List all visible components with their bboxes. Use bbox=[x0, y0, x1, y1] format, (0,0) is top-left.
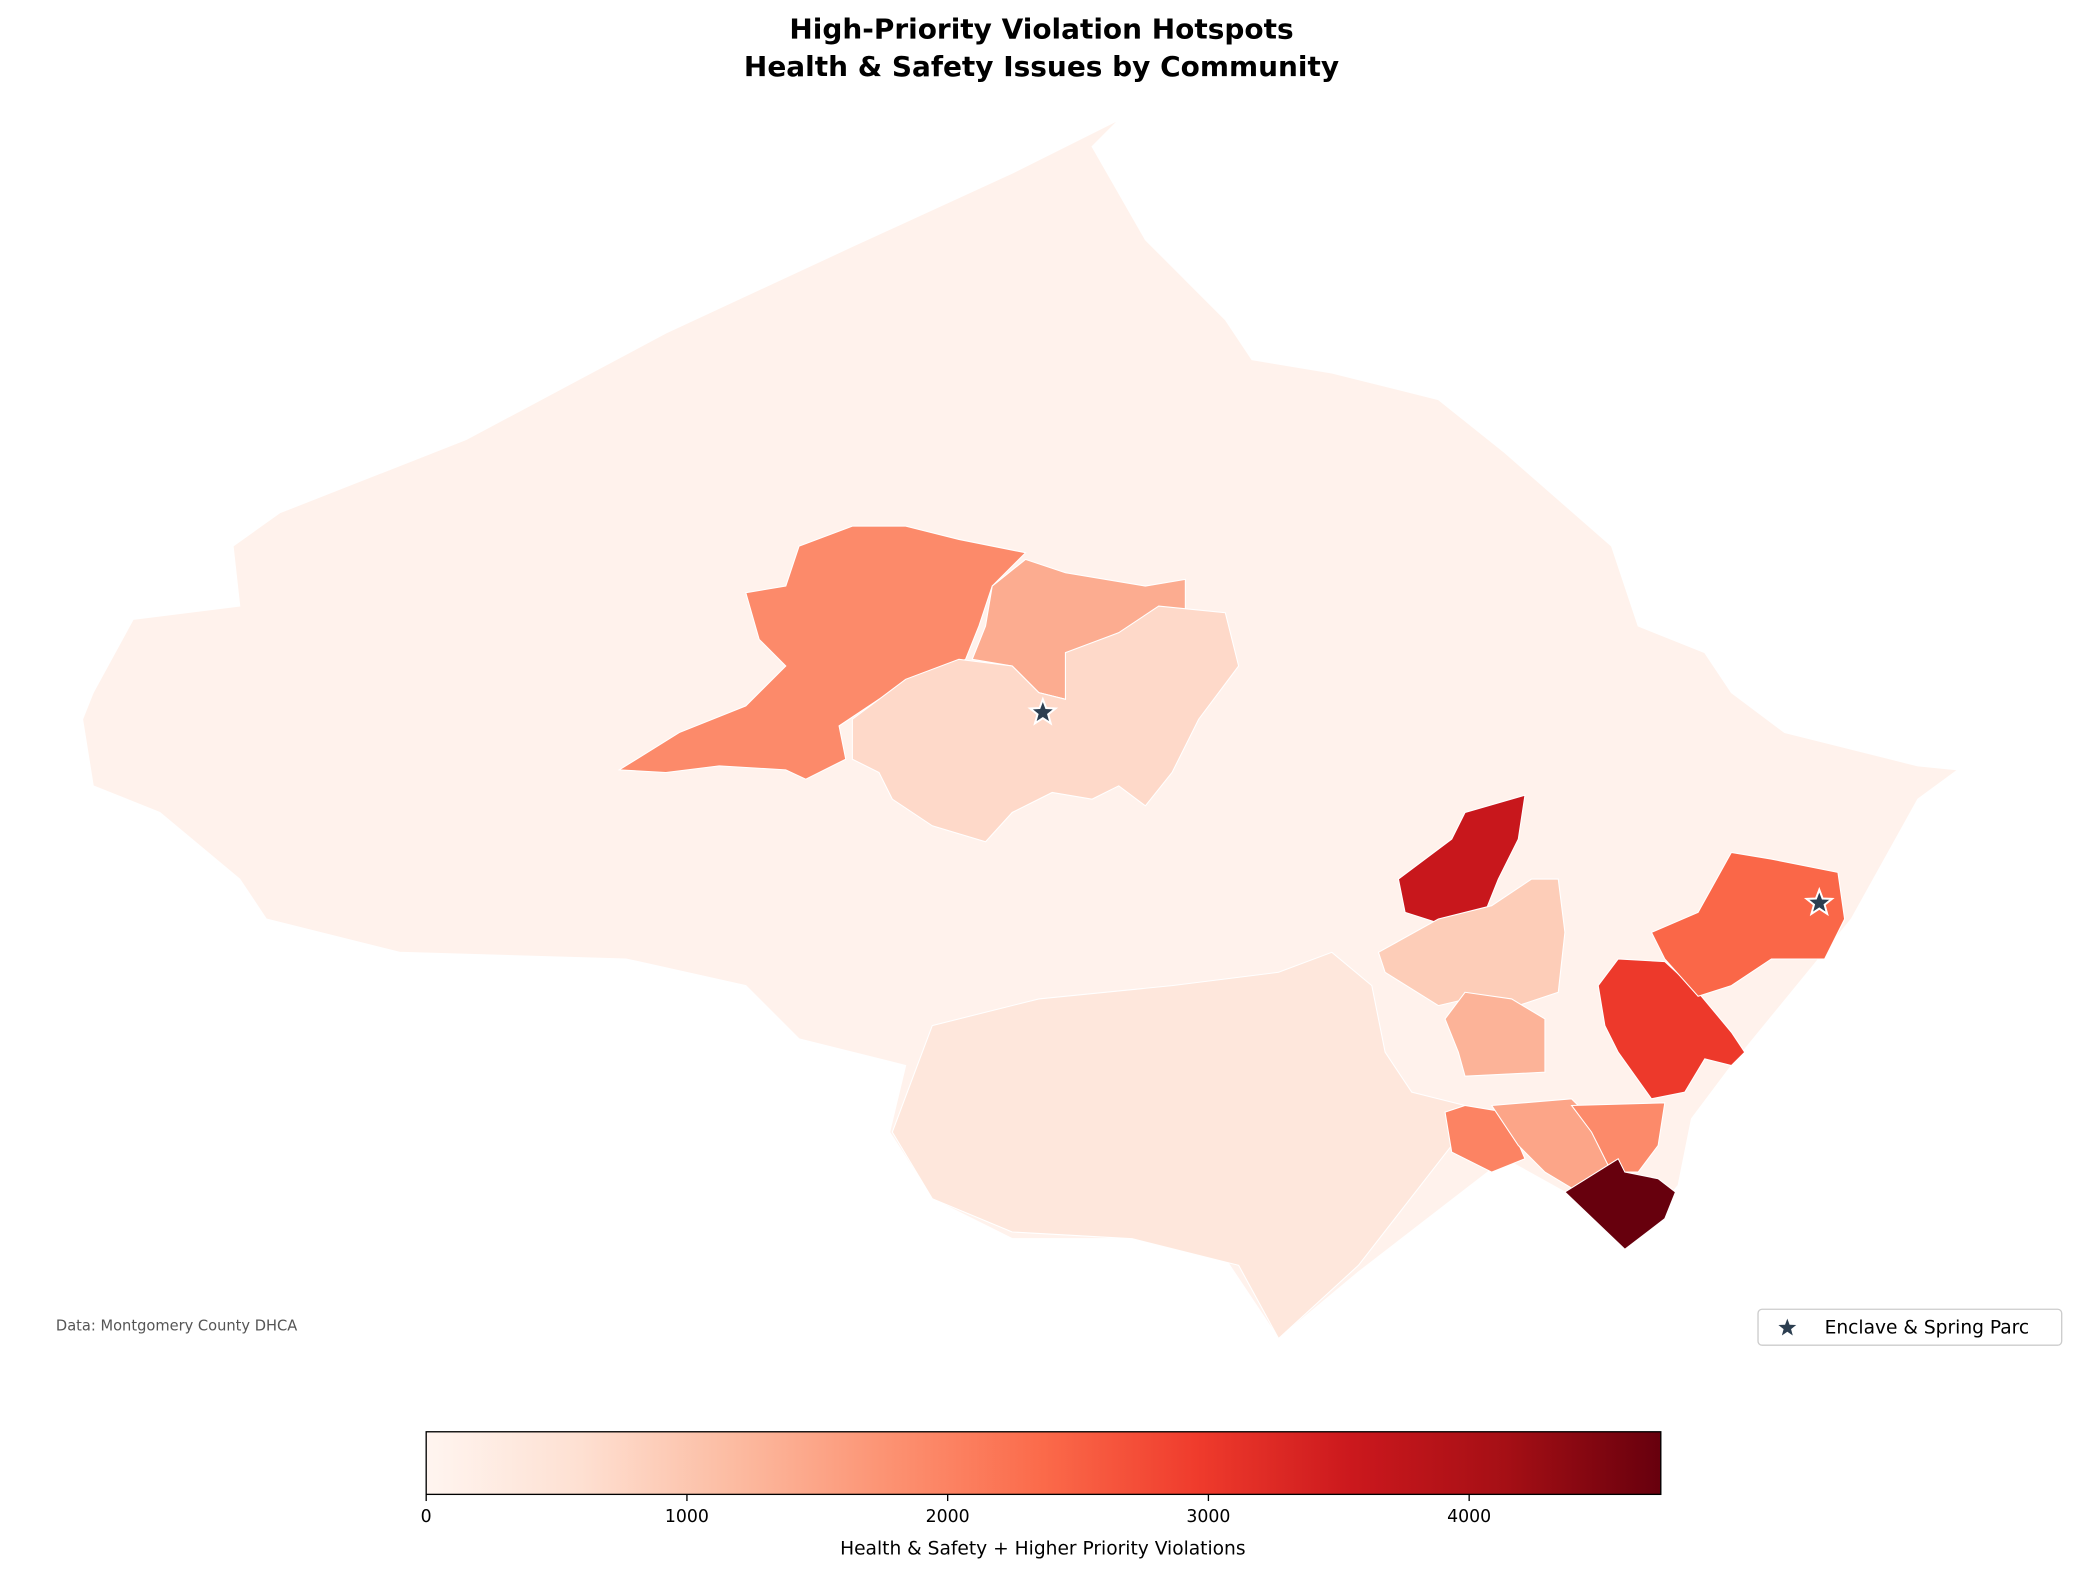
colorbar-tick-label: 1000 bbox=[665, 1507, 709, 1527]
region bbox=[1397, 794, 1526, 924]
legend-box bbox=[1757, 1308, 2063, 1346]
site-marker bbox=[1027, 696, 1059, 726]
colorbar-tick-label: 2000 bbox=[926, 1507, 970, 1527]
chart-title: High-Priority Violation Hotspots bbox=[789, 13, 1293, 46]
colorbar-tick-label: 0 bbox=[421, 1507, 432, 1527]
legend: Enclave & Spring Parc bbox=[1757, 1308, 2063, 1346]
region bbox=[1377, 878, 1566, 1007]
chart-title: Health & Safety Issues by Community bbox=[744, 50, 1339, 83]
region bbox=[1570, 1102, 1666, 1173]
source-note: Data: Montgomery County DHCA bbox=[56, 1318, 297, 1335]
region bbox=[1597, 958, 1746, 1100]
legend-marker bbox=[1778, 1318, 1797, 1336]
map bbox=[82, 119, 1960, 1340]
region bbox=[891, 951, 1466, 1340]
region bbox=[1444, 991, 1546, 1077]
region bbox=[1564, 1157, 1677, 1251]
region bbox=[851, 605, 1240, 843]
region bbox=[617, 525, 1027, 780]
site-markers bbox=[1027, 696, 1835, 917]
colorbar-tick-label: 4000 bbox=[1447, 1507, 1491, 1527]
site-marker bbox=[1803, 886, 1835, 917]
colorbar-label: Health & Safety + Higher Priority Violat… bbox=[840, 1538, 1245, 1559]
legend-label: Enclave & Spring Parc bbox=[1825, 1317, 2030, 1338]
region bbox=[1650, 851, 1846, 997]
colorbar-tick-label: 3000 bbox=[1186, 1507, 1230, 1527]
colorbar bbox=[425, 1431, 1662, 1496]
